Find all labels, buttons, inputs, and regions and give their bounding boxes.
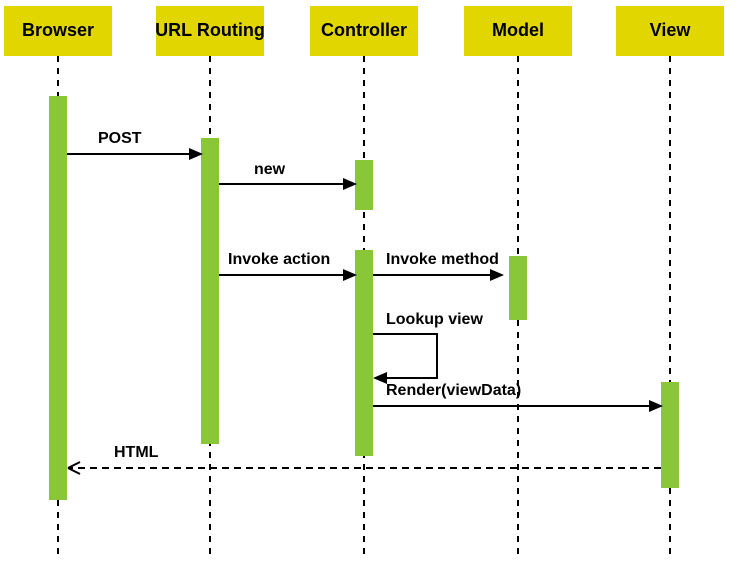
participant-label-model: Model — [492, 20, 544, 40]
message-new: new — [219, 161, 355, 184]
message-label-lookup_view: Lookup view — [386, 311, 483, 328]
activation-controller — [355, 160, 373, 210]
participant-browser: Browser — [4, 6, 112, 56]
message-lookup_view: Lookup view — [373, 311, 483, 378]
activation-controller — [355, 250, 373, 456]
message-invoke_action: Invoke action — [219, 251, 355, 275]
participant-label-view: View — [650, 20, 692, 40]
activation-browser — [49, 96, 67, 500]
participant-label-routing: URL Routing — [155, 20, 265, 40]
participant-model: Model — [464, 6, 572, 56]
message-label-invoke_action: Invoke action — [228, 251, 330, 268]
message-label-render: Render(viewData) — [386, 382, 521, 399]
participant-view: View — [616, 6, 724, 56]
message-label-html: HTML — [114, 444, 159, 461]
participant-label-browser: Browser — [22, 20, 94, 40]
participant-label-controller: Controller — [321, 20, 407, 40]
activation-routing — [201, 138, 219, 444]
participant-controller: Controller — [310, 6, 418, 56]
activation-view — [661, 382, 679, 488]
message-post: POST — [67, 130, 201, 154]
message-label-new: new — [254, 161, 286, 178]
message-invoke_method: Invoke method — [373, 251, 502, 275]
message-label-invoke_method: Invoke method — [386, 251, 499, 268]
message-label-post: POST — [98, 130, 142, 147]
participant-routing: URL Routing — [155, 6, 265, 56]
message-render: Render(viewData) — [373, 382, 661, 406]
activation-model — [509, 256, 527, 320]
